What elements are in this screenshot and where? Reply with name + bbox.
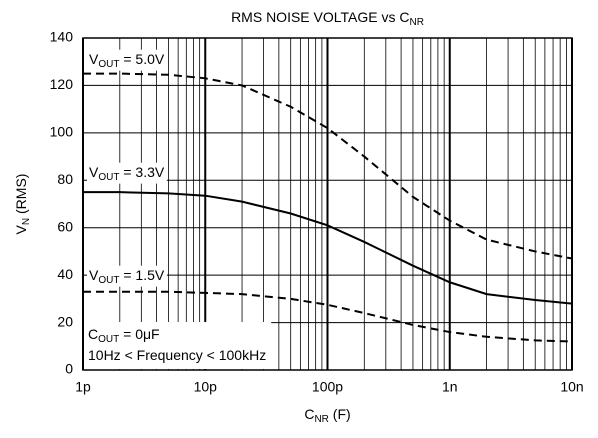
series-line (83, 72, 573, 260)
chart-title-part: RMS NOISE VOLTAGE vs C (231, 9, 409, 25)
legend-label-part: V (89, 164, 99, 180)
annotation: COUT = 0μF (88, 326, 160, 345)
legend-label: VOUT = 1.5V (89, 267, 165, 286)
legend-label-part: V (89, 267, 99, 283)
x-axis-label-part: NR (314, 414, 328, 425)
chart-title-part: NR (409, 17, 423, 28)
y-tick-label: 20 (57, 313, 73, 329)
x-axis-label: CNR (F) (304, 406, 350, 425)
y-tick-label: 140 (50, 29, 74, 45)
annotation-part: = 0μF (119, 326, 159, 342)
y-tick-label: 40 (57, 266, 73, 282)
legend-bg (87, 265, 167, 287)
legend-bg (87, 162, 167, 184)
x-axis-label-part: C (304, 406, 314, 422)
legend-label-part: V (89, 51, 99, 67)
y-axis-label-part: V (13, 224, 29, 234)
series-line (83, 191, 573, 305)
x-tick-label: 10p (194, 379, 218, 395)
y-axis-label-part: (RMS) (13, 174, 29, 218)
chart-title: RMS NOISE VOLTAGE vs CNR (231, 9, 424, 28)
annotation-part: C (88, 326, 98, 342)
x-tick-label: 10n (560, 379, 583, 395)
plot-frame (82, 37, 573, 371)
legend-label-part: = 1.5V (119, 267, 164, 283)
legend-label-part: OUT (98, 172, 119, 183)
x-tick-label: 1p (75, 379, 91, 395)
legend-label-part: OUT (98, 275, 119, 286)
y-tick-label: 0 (65, 361, 73, 377)
y-tick-label: 100 (50, 124, 74, 140)
x-tick-label: 1n (442, 379, 458, 395)
y-axis-label-part: N (21, 218, 32, 225)
legend-label-part: = 5.0V (119, 51, 164, 67)
y-axis-label: VN (RMS) (13, 174, 32, 235)
y-tick-label: 120 (50, 76, 74, 92)
x-axis-label-part: (F) (329, 406, 351, 422)
legend-label: VOUT = 5.0V (89, 51, 165, 70)
y-tick-label: 60 (57, 218, 73, 234)
y-tick-label: 80 (57, 171, 73, 187)
annotation-box (84, 322, 272, 369)
annotation: 10Hz < Frequency < 100kHz (88, 347, 266, 363)
legend-bg (87, 49, 167, 71)
legend-label: VOUT = 3.3V (89, 164, 165, 183)
annotation-part: 10Hz < Frequency < 100kHz (88, 347, 266, 363)
annotation-part: OUT (98, 334, 119, 345)
legend-label-part: OUT (98, 59, 119, 70)
series-line (83, 290, 573, 343)
legend-label-part: = 3.3V (119, 164, 164, 180)
x-tick-label: 100p (312, 379, 343, 395)
